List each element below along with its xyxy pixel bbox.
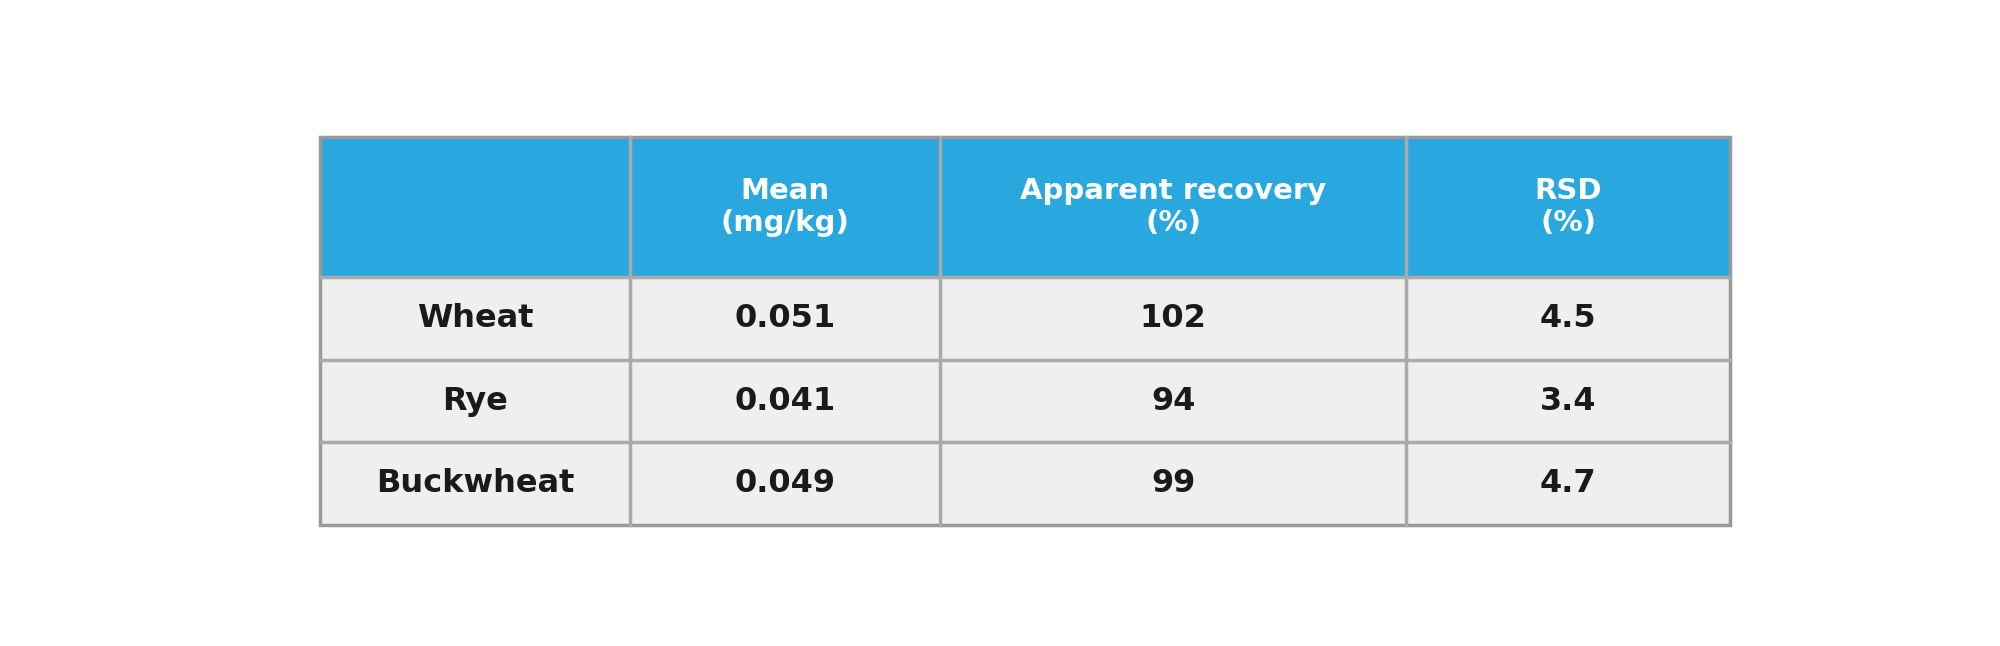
Bar [320, 137, 630, 277]
Text: 94: 94 [1150, 386, 1196, 417]
Text: 99: 99 [1150, 468, 1196, 499]
Text: 4.5: 4.5 [1540, 303, 1596, 334]
Text: Mean
(mg/kg): Mean (mg/kg) [720, 177, 850, 237]
Text: RSD
(%): RSD (%) [1534, 177, 1602, 237]
Text: Apparent recovery
(%): Apparent recovery (%) [1020, 177, 1326, 237]
Text: 0.041: 0.041 [734, 386, 836, 417]
Text: Buckwheat: Buckwheat [376, 468, 574, 499]
Bar [630, 277, 940, 360]
Text: 4.7: 4.7 [1540, 468, 1596, 499]
Text: 0.049: 0.049 [734, 468, 836, 499]
Text: Rye: Rye [442, 386, 508, 417]
Bar [630, 443, 940, 525]
Bar [940, 277, 1406, 360]
Bar [320, 443, 630, 525]
Bar [320, 360, 630, 443]
Bar [630, 360, 940, 443]
Text: Wheat: Wheat [416, 303, 534, 334]
Bar [1406, 360, 1730, 443]
Text: 0.051: 0.051 [734, 303, 836, 334]
Text: 3.4: 3.4 [1540, 386, 1596, 417]
Bar [320, 277, 630, 360]
Text: 102: 102 [1140, 303, 1206, 334]
Bar [940, 360, 1406, 443]
Bar [940, 443, 1406, 525]
Bar [320, 137, 1730, 525]
Bar [630, 137, 940, 277]
Bar [1406, 277, 1730, 360]
Bar [940, 137, 1406, 277]
Bar [1406, 443, 1730, 525]
Bar [1406, 137, 1730, 277]
